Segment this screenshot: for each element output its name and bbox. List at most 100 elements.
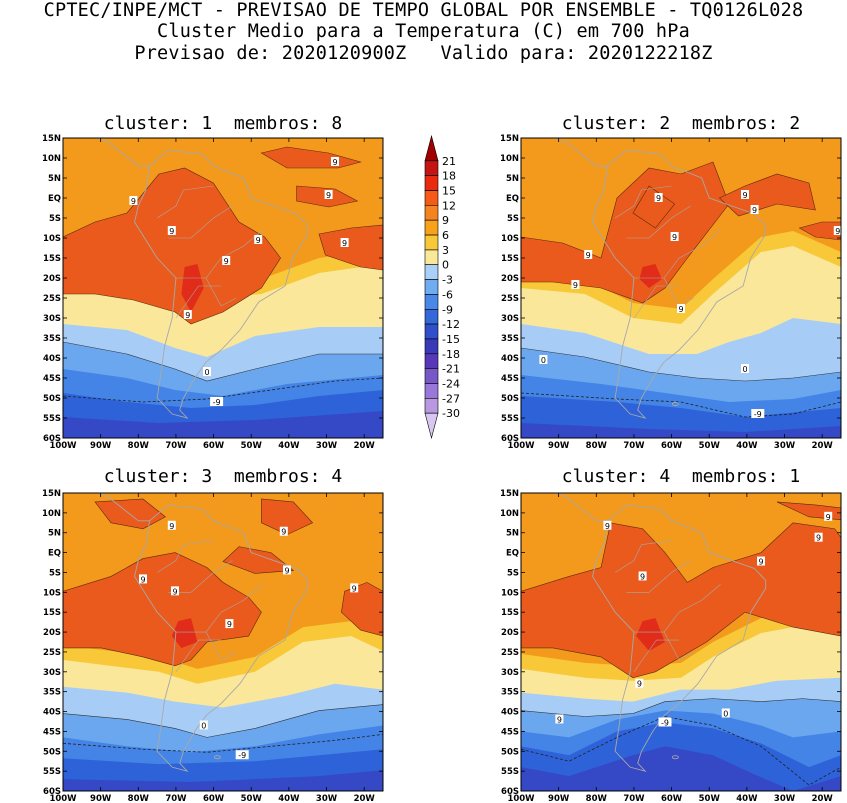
colorbar-swatch: [424, 279, 439, 295]
contour-label: 0: [199, 720, 208, 730]
lat-tick-label: 40S: [501, 354, 519, 364]
lat-tick-label: 20S: [501, 274, 519, 284]
lon-tick-label: 70W: [623, 441, 645, 451]
colorbar-label: 9: [442, 214, 449, 227]
lon-tick-label: 90W: [548, 441, 570, 451]
lon-tick-label: 100W: [507, 794, 535, 803]
lon-tick-label: 90W: [548, 794, 570, 803]
lat-tick-label: 50S: [501, 394, 519, 404]
lat-tick-label: 55S: [501, 767, 519, 777]
colorbar-swatch: [424, 160, 439, 176]
contour-label: 9: [183, 310, 192, 320]
lat-tick-label: 55S: [43, 414, 61, 424]
lat-tick-label: 10S: [43, 234, 61, 244]
lat-tick-label: 5N: [506, 529, 519, 539]
lat-tick-label: 5N: [48, 529, 61, 539]
colorbar-label: -9: [442, 303, 453, 316]
panel-3-title: cluster: 3 membros: 4: [103, 466, 343, 487]
svg-text:9: 9: [742, 191, 747, 200]
lat-tick-label: 20S: [43, 628, 61, 638]
lon-tick-label: 80W: [586, 794, 608, 803]
svg-text:9: 9: [169, 227, 174, 236]
contour-label: 9: [139, 574, 147, 584]
lat-tick-label: 35S: [501, 334, 519, 344]
svg-text:-9: -9: [754, 410, 762, 419]
svg-text:9: 9: [573, 281, 578, 290]
contour-label: 9: [331, 157, 339, 167]
colorbar-swatch: [424, 412, 439, 440]
contour-label: 9: [555, 714, 564, 724]
contour-label: 9: [167, 520, 176, 531]
colorbar-label: 18: [442, 170, 456, 183]
lon-tick-label: 80W: [128, 441, 150, 451]
lon-tick-label: 60W: [661, 441, 683, 451]
contour-label: 9: [167, 226, 176, 236]
lat-tick-label: 35S: [43, 688, 61, 698]
colorbar-label: -18: [442, 348, 460, 361]
svg-text:0: 0: [742, 365, 747, 374]
lon-tick-label: 50W: [699, 441, 721, 451]
lon-tick-label: 100W: [507, 441, 535, 451]
lon-tick-label: 30W: [774, 794, 796, 803]
colorbar-swatch: [424, 249, 439, 266]
svg-text:9: 9: [227, 620, 232, 629]
lat-tick-label: EQ: [506, 549, 519, 559]
svg-text:9: 9: [605, 522, 610, 531]
contour-label: 9: [350, 583, 359, 593]
temperature-field: 9 9 9 9 9 9 9 9 0 -9: [63, 138, 383, 438]
lat-tick-label: 60S: [501, 787, 519, 797]
lat-tick-label: 15N: [500, 489, 519, 499]
colorbar-label: -12: [442, 318, 460, 331]
svg-text:9: 9: [672, 233, 677, 242]
lat-tick-label: 50S: [43, 394, 61, 404]
lat-tick-label: 10S: [501, 234, 519, 244]
temperature-field: 9 9 9 9 9 9 9 0 -9: [63, 493, 383, 791]
lon-tick-label: 20W: [812, 794, 834, 803]
panel-frame: [62, 137, 384, 439]
svg-text:9: 9: [131, 197, 136, 206]
panel-frame: [62, 492, 384, 792]
svg-text:0: 0: [541, 356, 546, 365]
svg-text:9: 9: [224, 257, 229, 266]
svg-text:9: 9: [185, 311, 190, 320]
svg-text:9: 9: [352, 584, 357, 593]
lon-tick-label: 50W: [699, 794, 721, 803]
lon-tick-label: 40W: [736, 794, 758, 803]
contour-label: 9: [129, 196, 138, 206]
svg-text:9: 9: [826, 513, 831, 522]
contour-label: 9: [635, 678, 644, 689]
lat-tick-label: 35S: [501, 688, 519, 698]
contour-label: 9: [571, 280, 580, 290]
contour-label: 9: [279, 526, 288, 537]
colorbar-label: -21: [442, 363, 460, 376]
colorbar-swatch: [424, 134, 439, 162]
contour-label: -9: [751, 409, 765, 419]
colorbar-swatch: [424, 398, 439, 414]
colorbar-label: 15: [442, 185, 456, 198]
lon-tick-label: 30W: [316, 794, 338, 803]
colorbar-label: -30: [442, 407, 460, 420]
lat-tick-label: 5N: [506, 174, 519, 184]
lat-tick-label: 10N: [42, 509, 61, 519]
lon-tick-label: 100W: [49, 441, 77, 451]
map-panel-3: 9 9 9 9 9 9 9 0 -9 15N 10N 5N EQ 5S 10S 15S 20S 25S 30S 35S…: [42, 489, 384, 803]
lon-tick-label: 20W: [354, 441, 376, 451]
panel-4-title: cluster: 4 membros: 1: [561, 466, 801, 487]
svg-text:9: 9: [284, 566, 289, 575]
svg-text:9: 9: [640, 572, 645, 581]
colorbar-label: -3: [442, 274, 453, 287]
colorbar-label: 12: [442, 199, 456, 212]
lat-tick-label: 15S: [43, 254, 61, 264]
contour-label: 9: [171, 586, 179, 596]
lon-tick-label: 20W: [354, 794, 376, 803]
lat-tick-label: 10N: [500, 154, 519, 164]
contour-label: 0: [203, 367, 211, 377]
lat-tick-label: 45S: [501, 727, 519, 737]
panel-1-title: cluster: 1 membros: 8: [103, 113, 343, 134]
lat-tick-label: 60S: [43, 434, 61, 444]
svg-text:9: 9: [140, 575, 145, 584]
lat-tick-label: 60S: [501, 434, 519, 444]
